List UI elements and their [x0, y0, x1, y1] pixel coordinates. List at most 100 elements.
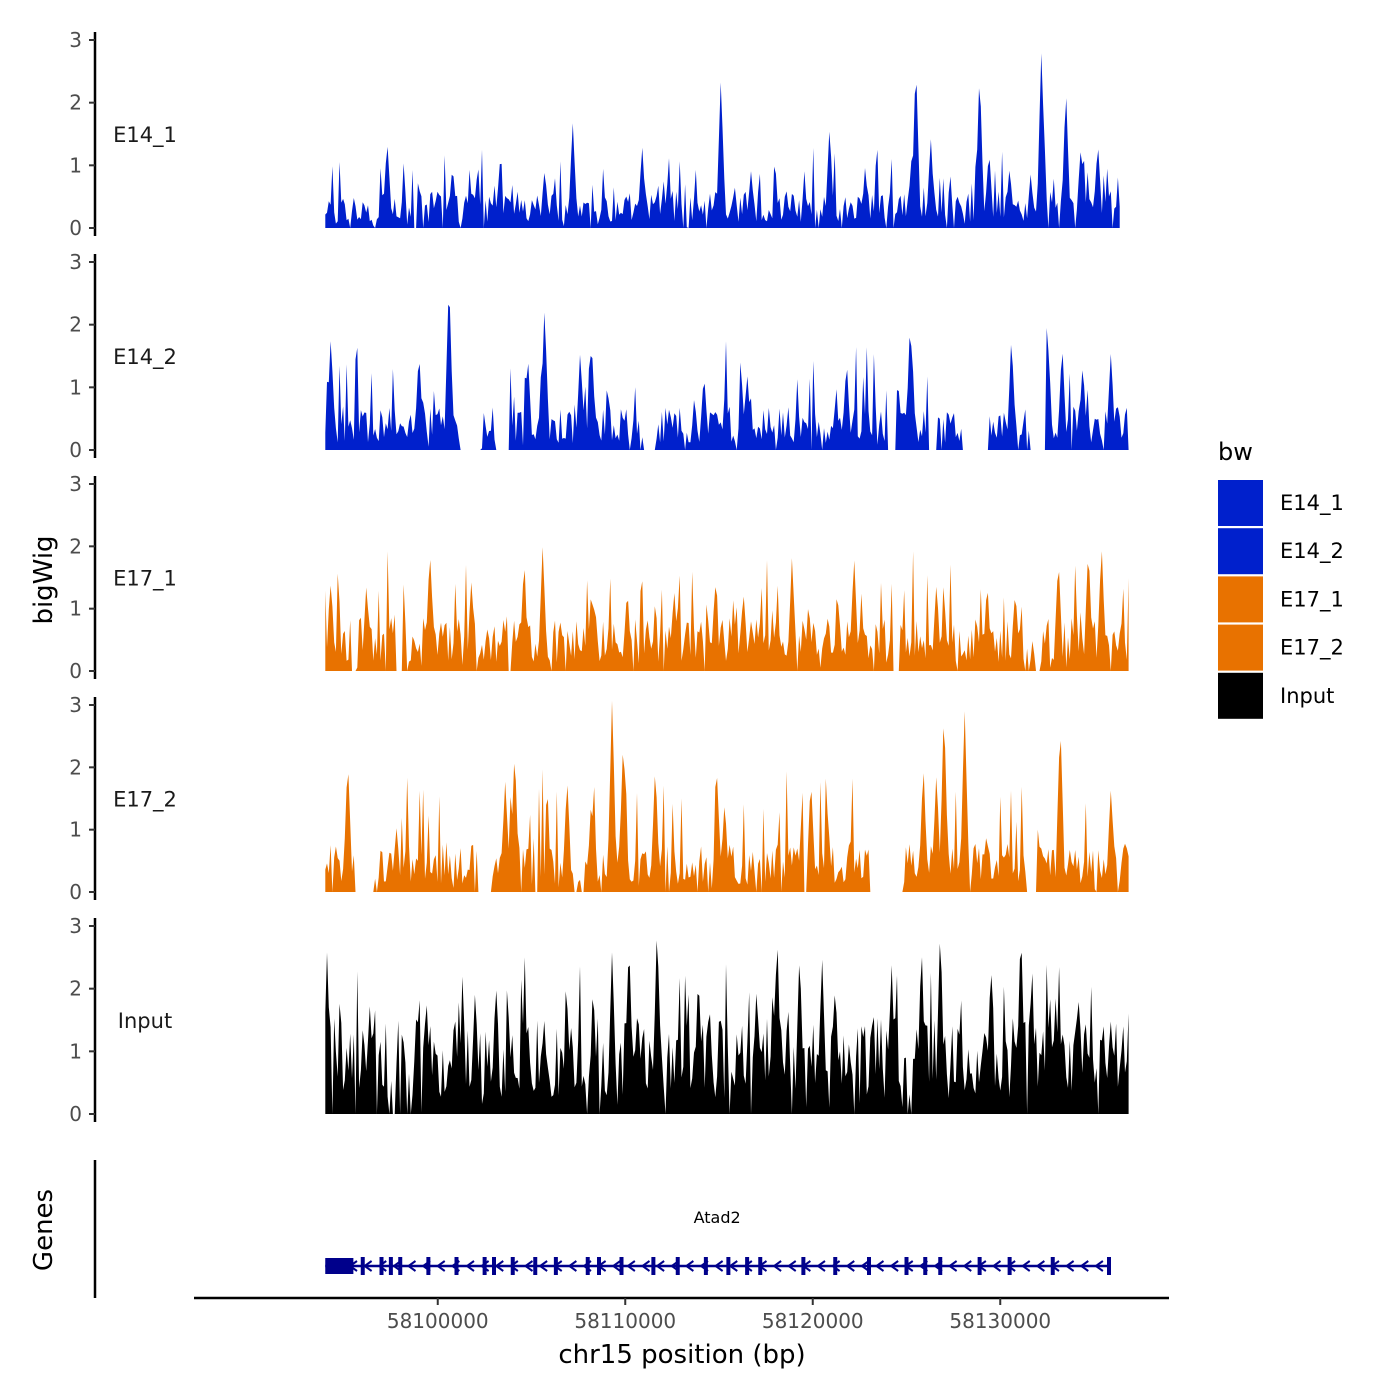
strand-arrow: [655, 1260, 665, 1272]
x-tick-label: 58100000: [387, 1309, 489, 1333]
y-tick-label: 2: [69, 977, 82, 1001]
y-tick-label: 0: [69, 1102, 82, 1126]
legend-swatch-input: [1218, 672, 1263, 719]
track-label: E14_1: [113, 123, 177, 148]
strand-arrow: [465, 1260, 475, 1272]
track-e17-1: 0 1 2 3 E17_1: [69, 472, 1129, 683]
exon: [553, 1257, 558, 1275]
y-tick-label: 3: [69, 250, 82, 274]
exon: [325, 1258, 354, 1274]
exon: [833, 1257, 838, 1275]
y-tick-label: 1: [69, 597, 82, 621]
strand-arrow: [538, 1260, 548, 1272]
gene-track: Atad2: [93, 1160, 1111, 1298]
strand-arrow: [889, 1260, 899, 1272]
exon: [675, 1257, 680, 1275]
y-tick-label: 2: [69, 91, 82, 115]
exon: [703, 1257, 708, 1275]
exon: [1007, 1257, 1012, 1275]
y-axis-title: bigWig: [29, 535, 59, 624]
strand-arrow: [860, 1260, 870, 1272]
exon: [745, 1257, 750, 1275]
exon: [651, 1257, 656, 1275]
legend-label: E14_1: [1280, 491, 1344, 516]
y-tick-label: 0: [69, 659, 82, 683]
legend-swatch-e14-2: [1218, 528, 1263, 575]
strand-arrow: [991, 1260, 1002, 1272]
strand-arrow: [1035, 1260, 1045, 1272]
strand-arrow: [1079, 1260, 1089, 1272]
y-tick-label: 1: [69, 1039, 82, 1063]
exon: [597, 1257, 601, 1275]
bigwig-tracks: 0 1 2 3 E14_1 0 1 2 3 E14_2 0 1 2 3 E17_1 0 1 2 3 E17_2 0 1 2 3…: [69, 28, 1129, 1126]
strand-arrow: [1021, 1260, 1031, 1272]
strand-arrow: [523, 1260, 534, 1272]
y-tick-label: 3: [69, 914, 82, 938]
strand-arrow: [626, 1260, 636, 1272]
exon: [388, 1257, 393, 1275]
exon: [398, 1257, 403, 1275]
track-e17-2: 0 1 2 3 E17_2: [69, 693, 1129, 904]
y-tick-label: 3: [69, 472, 82, 496]
legend-swatch-e17-1: [1218, 576, 1263, 623]
y-tick-label: 3: [69, 28, 82, 52]
strand-arrow: [684, 1260, 694, 1272]
y-tick-label: 1: [69, 375, 82, 399]
signal-area-e17-1: [325, 547, 1129, 671]
strand-arrow: [406, 1260, 417, 1272]
exon: [938, 1257, 943, 1275]
track-e14-2: 0 1 2 3 E14_2: [69, 250, 1129, 462]
exon: [510, 1257, 515, 1275]
strand-arrow: [640, 1260, 651, 1272]
strand-arrow: [1064, 1260, 1075, 1272]
strand-arrow: [567, 1260, 577, 1272]
legend-label: E14_2: [1280, 539, 1344, 564]
strand-arrow: [611, 1260, 621, 1272]
legend-swatch-e14-1: [1218, 480, 1263, 526]
exon: [619, 1257, 624, 1275]
strand-arrow: [743, 1260, 753, 1272]
legend: bw E14_1 E14_2 E17_1 E17_2 Input: [1218, 438, 1344, 719]
strand-arrow: [713, 1260, 724, 1272]
exon: [360, 1257, 365, 1275]
signal-area-e14-2: [325, 304, 1129, 450]
x-tick-label: 58110000: [574, 1309, 676, 1333]
y-tick-label: 2: [69, 534, 82, 558]
track-label: E14_2: [113, 345, 177, 370]
signal-area-e17-2: [325, 700, 1129, 892]
exon: [904, 1257, 909, 1275]
exon: [1050, 1257, 1055, 1275]
legend-swatch-e17-2: [1218, 624, 1263, 671]
legend-label: E17_1: [1280, 587, 1344, 612]
y-tick-label: 1: [69, 818, 82, 842]
exon: [758, 1257, 763, 1275]
strand-arrow: [830, 1260, 841, 1272]
strand-arrow: [1094, 1260, 1104, 1272]
x-tick-label: 58120000: [762, 1309, 864, 1333]
strand-arrow: [874, 1260, 885, 1272]
exon: [726, 1257, 731, 1275]
strand-arrow: [436, 1260, 446, 1272]
signal-area-input: [325, 940, 1129, 1114]
track-label: Input: [118, 1009, 172, 1033]
y-tick-label: 0: [69, 880, 82, 904]
exon: [801, 1257, 806, 1275]
gene-atad2: Atad2: [325, 1208, 1111, 1275]
legend-label: E17_2: [1280, 636, 1344, 661]
x-tick-label: 58130000: [949, 1309, 1051, 1333]
strand-arrow: [787, 1260, 797, 1272]
exon: [492, 1257, 496, 1275]
strand-arrow: [845, 1260, 855, 1272]
strand-arrow: [494, 1260, 504, 1272]
exon: [585, 1257, 590, 1275]
track-label: E17_2: [113, 788, 177, 813]
track-e14-1: 0 1 2 3 E14_1: [69, 28, 1120, 240]
legend-title: bw: [1218, 438, 1253, 466]
strand-arrow: [377, 1260, 387, 1272]
y-tick-label: 3: [69, 693, 82, 717]
strand-arrow: [962, 1260, 972, 1272]
exon: [533, 1257, 538, 1275]
strand-arrow: [816, 1260, 826, 1272]
track-label: E17_1: [113, 567, 177, 592]
